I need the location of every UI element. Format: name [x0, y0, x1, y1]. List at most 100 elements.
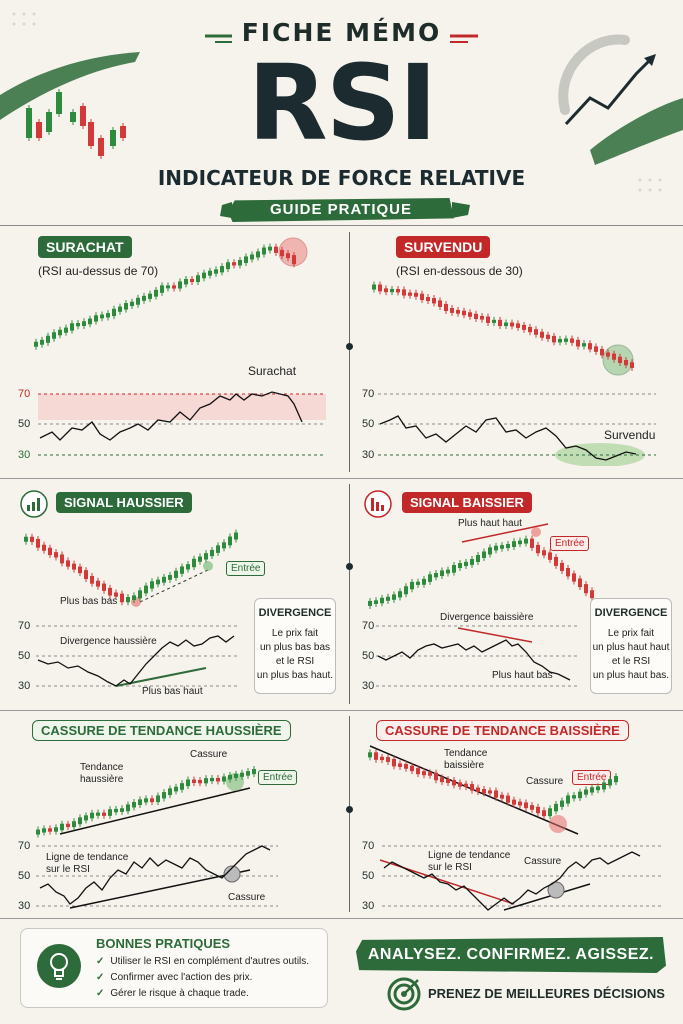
candle-body — [252, 769, 256, 775]
candle-body — [420, 293, 424, 301]
candle-body — [380, 756, 384, 761]
candle-body — [30, 536, 34, 542]
candle-body — [192, 558, 196, 568]
candle-body — [378, 284, 382, 292]
cassure-b-cassure-rsi: Cassure — [524, 856, 562, 867]
candle-body — [172, 285, 176, 289]
candle-body — [40, 339, 44, 345]
candle-body — [368, 600, 372, 606]
header-subtitle: INDICATEUR DE FORCE RELATIVE — [157, 166, 526, 190]
candle-body — [606, 352, 610, 357]
candle-body — [136, 297, 140, 305]
candle-body — [198, 556, 202, 562]
candle-body — [88, 122, 94, 146]
candle-body — [244, 256, 248, 263]
candle-body — [52, 332, 56, 339]
candle-body — [386, 596, 390, 601]
bar-chart-up-icon — [20, 490, 48, 518]
candle-body — [84, 815, 88, 821]
candle-body — [618, 356, 622, 363]
bonnes-pratiques-item-text: Utiliser le RSI en complément d'autres o… — [110, 956, 310, 967]
candle-body — [72, 563, 76, 570]
candle-body — [422, 771, 426, 776]
candle-body — [180, 566, 184, 574]
footer-tagline: PRENEZ DE MEILLEURES DÉCISIONS — [428, 986, 665, 1001]
candle-body — [190, 278, 194, 283]
candle-body — [584, 584, 588, 594]
candle-body — [234, 532, 238, 540]
candle-body — [216, 545, 220, 553]
surachat-level-50: 50 — [18, 418, 31, 430]
candle-body — [528, 326, 532, 333]
candle-body — [500, 545, 504, 549]
candle-body — [410, 765, 414, 772]
survendu-level-70: 70 — [362, 388, 375, 400]
candle-body — [416, 581, 420, 585]
candle-body — [90, 812, 94, 819]
candle-body — [138, 590, 142, 599]
candle-body — [166, 285, 170, 289]
cassure-b-level-50: 50 — [362, 870, 375, 882]
candle-body — [392, 758, 396, 767]
haussier-box-body: Le prix fait un plus bas bas et le RSI u… — [255, 627, 335, 683]
candle-body — [186, 564, 190, 570]
surachat-price-chart — [34, 237, 308, 350]
candle-body — [72, 821, 76, 828]
bonnes-pratiques-item-text: Gérer le risque à chaque trade. — [110, 988, 249, 999]
candle-body — [148, 293, 152, 299]
candle-body — [428, 574, 432, 582]
cassure-h-level-30: 30 — [18, 900, 31, 912]
cassure-b-level-30: 30 — [362, 900, 375, 912]
candle-body — [560, 800, 564, 807]
baissier-entree: Entrée — [550, 536, 590, 551]
candle-body — [464, 561, 468, 567]
haussier-price-chart — [24, 529, 238, 607]
candle-body — [144, 585, 148, 594]
candle-body — [458, 563, 462, 569]
candle-body — [162, 792, 166, 799]
candle-body — [462, 310, 466, 316]
cassure-h-tendance-2: haussière — [80, 774, 124, 785]
cassure-h-rsi-chart — [36, 845, 278, 909]
candle-body — [470, 784, 474, 791]
candle-body — [168, 788, 172, 796]
candle-body — [46, 335, 50, 343]
divider-dot — [346, 343, 353, 350]
candle-body — [534, 329, 538, 335]
cassure-b-ligne-2: sur le RSI — [428, 862, 472, 873]
candle-body — [482, 551, 486, 558]
cassure-b-price-chart — [368, 745, 618, 835]
baissier-box-line: et le RSI — [611, 656, 651, 667]
candle-body — [416, 768, 420, 775]
baissier-badge: SIGNAL BAISSIER — [402, 492, 532, 513]
candle-body — [208, 270, 212, 276]
candle-body — [582, 343, 586, 347]
candle-body — [512, 799, 516, 805]
column-divider — [349, 716, 350, 912]
section-divider — [0, 710, 683, 711]
candle-body — [476, 554, 480, 563]
haussier-divergence-box: DIVERGENCE Le prix fait un plus bas bas … — [254, 598, 336, 694]
candle-body — [452, 779, 456, 786]
candle-body — [174, 786, 178, 792]
candle-body — [594, 346, 598, 352]
candle-body — [274, 246, 278, 253]
guide-banner: GUIDE PRATIQUE — [228, 198, 454, 222]
bonnes-pratiques-item: ✓ Gérer le risque à chaque trade. — [96, 988, 249, 999]
candle-body — [46, 112, 52, 132]
candle-body — [84, 570, 88, 579]
candle-body — [510, 322, 514, 327]
candle-body — [228, 536, 232, 546]
candle-body — [476, 787, 480, 793]
candle-body — [108, 587, 112, 596]
candle-body — [446, 569, 450, 574]
candle-body — [58, 329, 62, 336]
candle-body — [80, 106, 86, 126]
candle-body — [468, 312, 472, 317]
baissier-box-line: Le prix fait — [607, 628, 655, 639]
cassure-h-level-70: 70 — [18, 840, 31, 852]
candle-body — [34, 341, 38, 347]
candle-body — [578, 578, 582, 588]
candle-body — [120, 808, 124, 812]
candle-body — [408, 292, 412, 296]
